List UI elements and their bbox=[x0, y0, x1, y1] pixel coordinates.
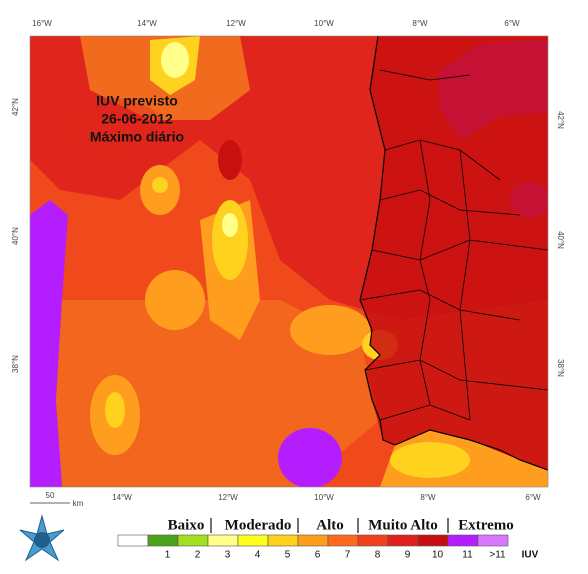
lon-label: 6°W bbox=[504, 19, 520, 28]
lat-label: 40°N bbox=[556, 231, 565, 249]
lon-label: 6°W bbox=[525, 493, 541, 502]
lat-label: 40°N bbox=[11, 227, 20, 245]
legend-swatch bbox=[327, 534, 359, 547]
legend-level: 10 bbox=[432, 550, 444, 561]
legend-swatch bbox=[117, 534, 149, 547]
legend-level: 6 bbox=[315, 550, 321, 561]
legend-swatch bbox=[417, 534, 449, 547]
legend-group: Alto bbox=[316, 517, 344, 533]
uv-map bbox=[30, 36, 548, 487]
legend-group: Muito Alto bbox=[368, 517, 438, 533]
map-labels: 16°W 14°W 12°W 10°W 8°W 6°W 14°W 12°W 10°W 8°W 6°W… bbox=[11, 19, 565, 545]
legend-swatch bbox=[207, 534, 239, 547]
legend-swatch bbox=[237, 534, 269, 547]
lat-label: 42°N bbox=[11, 98, 20, 116]
lat-label: 42°N bbox=[556, 111, 565, 129]
legend-group: Moderado bbox=[225, 517, 292, 533]
legend-level: 7 bbox=[345, 550, 351, 561]
logo bbox=[19, 514, 65, 562]
lat-label: 38°N bbox=[556, 359, 565, 377]
legend-level: 2 bbox=[195, 550, 201, 561]
legend-swatch bbox=[267, 534, 299, 547]
map-title: IUV previsto bbox=[96, 93, 178, 109]
legend-swatch bbox=[147, 534, 179, 547]
legend-level: 11 bbox=[462, 550, 473, 561]
scale-value: 50 bbox=[46, 491, 55, 500]
legend-group: Baixo bbox=[168, 517, 205, 533]
lat-label: 38°N bbox=[11, 355, 20, 373]
lon-label: 8°W bbox=[412, 19, 428, 28]
legend-level: >11 bbox=[489, 550, 506, 561]
lon-label: 12°W bbox=[226, 19, 246, 28]
legend-swatch bbox=[357, 534, 389, 547]
legend-group: Extremo bbox=[458, 517, 514, 533]
scale-unit: km bbox=[73, 499, 84, 508]
legend-unit: IUV bbox=[522, 550, 539, 561]
lon-label: 16°W bbox=[32, 19, 52, 28]
map-title: 26-06-2012 bbox=[101, 111, 173, 127]
lon-label: 10°W bbox=[314, 19, 334, 28]
legend-swatch bbox=[447, 534, 479, 547]
legend-swatch bbox=[177, 534, 209, 547]
lon-label: 14°W bbox=[112, 493, 132, 502]
legend-level: 9 bbox=[405, 550, 411, 561]
legend-level: 8 bbox=[375, 550, 381, 561]
legend-level: 1 bbox=[165, 550, 171, 561]
lon-label: 12°W bbox=[218, 493, 238, 502]
legend-level: 4 bbox=[255, 550, 261, 561]
lon-label: 14°W bbox=[137, 19, 157, 28]
legend-level: 3 bbox=[225, 550, 231, 561]
legend-swatch bbox=[477, 534, 509, 547]
legend-swatch bbox=[387, 534, 419, 547]
legend-swatch bbox=[297, 534, 329, 547]
legend-level: 5 bbox=[285, 550, 291, 561]
legend: Baixo Moderado Alto Muito Alto Extremo 1 2 3 4 5 6… bbox=[117, 517, 539, 561]
lon-label: 8°W bbox=[420, 493, 436, 502]
lon-label: 10°W bbox=[314, 493, 334, 502]
map-title: Máximo diário bbox=[90, 129, 184, 145]
